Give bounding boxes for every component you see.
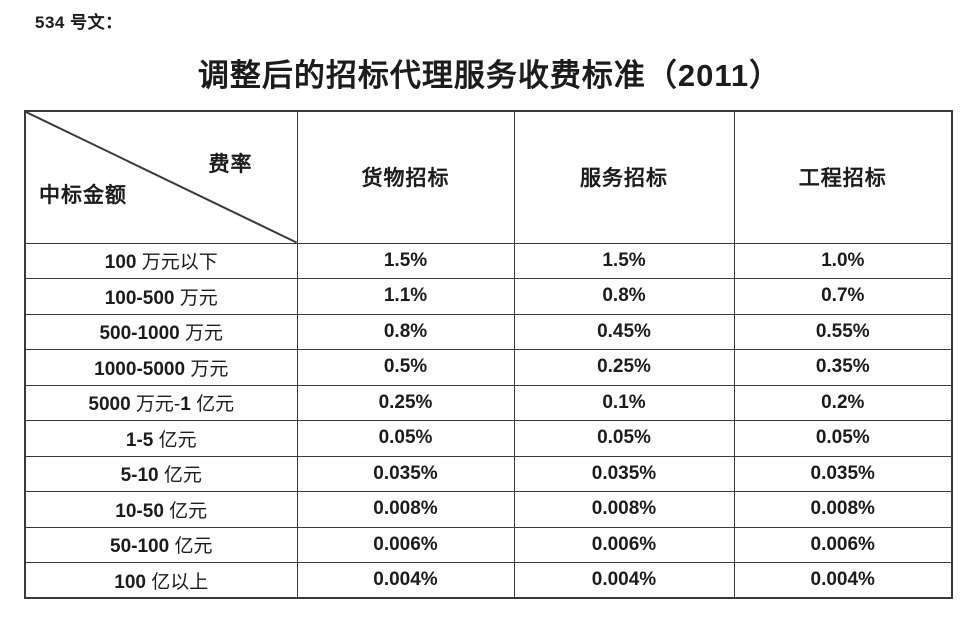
- amount-cell: 500-1000 万元: [24, 313, 298, 350]
- table-row: 1000-5000 万元 0.5% 0.25% 0.35%: [24, 349, 953, 386]
- rate-cell-services: 1.5%: [513, 242, 735, 279]
- rate-cell-goods: 1.5%: [296, 242, 515, 279]
- header-row: 费率 中标金额 货物招标 服务招标 工程招标: [24, 110, 953, 244]
- column-header-engineering: 工程招标: [733, 110, 953, 244]
- rate-cell-engineering: 0.004%: [733, 562, 953, 599]
- rate-cell-engineering: 0.05%: [733, 420, 953, 457]
- table-row: 100-500 万元 1.1% 0.8% 0.7%: [24, 278, 953, 315]
- rate-cell-services: 0.006%: [513, 526, 735, 563]
- rate-cell-goods: 0.006%: [296, 526, 515, 563]
- rate-cell-engineering: 0.008%: [733, 491, 953, 528]
- table-row: 50-100 亿元 0.006% 0.006% 0.006%: [24, 526, 953, 563]
- amount-cell: 1-5 亿元: [24, 420, 298, 457]
- table-row: 500-1000 万元 0.8% 0.45% 0.55%: [24, 313, 953, 350]
- column-header-goods: 货物招标: [296, 110, 515, 244]
- amount-cell: 100 亿以上: [24, 562, 298, 599]
- amount-cell: 100 万元以下: [24, 242, 298, 279]
- page-title: 调整后的招标代理服务收费标准（2011）: [197, 58, 782, 93]
- rate-cell-services: 0.45%: [513, 313, 735, 350]
- table-row: 100 万元以下 1.5% 1.5% 1.0%: [24, 242, 953, 279]
- rate-cell-services: 0.004%: [513, 562, 735, 599]
- rate-cell-services: 0.008%: [513, 491, 735, 528]
- rate-cell-goods: 0.5%: [296, 349, 515, 386]
- rate-cell-services: 0.05%: [513, 420, 735, 457]
- rate-cell-goods: 0.035%: [296, 455, 515, 492]
- rate-cell-engineering: 1.0%: [733, 242, 953, 279]
- rate-cell-services: 0.1%: [513, 384, 735, 421]
- rate-cell-engineering: 0.35%: [733, 349, 953, 386]
- table-row: 1-5 亿元 0.05% 0.05% 0.05%: [24, 420, 953, 457]
- amount-cell: 5000 万元-1 亿元: [24, 384, 298, 421]
- rate-cell-goods: 0.8%: [296, 313, 515, 350]
- rate-cell-engineering: 0.55%: [733, 313, 953, 350]
- rate-cell-services: 0.8%: [513, 278, 735, 315]
- rate-cell-goods: 1.1%: [296, 278, 515, 315]
- corner-label-rate: 费率: [208, 152, 253, 176]
- rate-cell-engineering: 0.7%: [733, 278, 953, 315]
- amount-cell: 5-10 亿元: [24, 455, 298, 492]
- table-row: 100 亿以上 0.004% 0.004% 0.004%: [24, 562, 953, 599]
- diagonal-divider-line: [26, 112, 296, 242]
- rate-cell-goods: 0.004%: [296, 562, 515, 599]
- column-header-services: 服务招标: [513, 110, 735, 244]
- rate-cell-engineering: 0.2%: [733, 384, 953, 421]
- table-row: 5000 万元-1 亿元 0.25% 0.1% 0.2%: [24, 384, 953, 421]
- rate-cell-goods: 0.008%: [296, 491, 515, 528]
- amount-cell: 1000-5000 万元: [24, 349, 298, 386]
- amount-cell: 100-500 万元: [24, 278, 298, 315]
- rate-cell-goods: 0.25%: [296, 384, 515, 421]
- rate-cell-goods: 0.05%: [296, 420, 515, 457]
- table-row: 10-50 亿元 0.008% 0.008% 0.008%: [24, 491, 953, 528]
- amount-cell: 10-50 亿元: [24, 491, 298, 528]
- amount-cell: 50-100 亿元: [24, 526, 298, 563]
- table-row: 5-10 亿元 0.035% 0.035% 0.035%: [24, 455, 953, 492]
- rate-cell-engineering: 0.035%: [733, 455, 953, 492]
- rate-cell-services: 0.035%: [513, 455, 735, 492]
- table-corner-cell: 费率 中标金额: [24, 110, 298, 244]
- doc-number-label: 534 号文：: [35, 13, 123, 32]
- fee-rate-table: 费率 中标金额 货物招标 服务招标 工程招标 100 万元以下 1.5% 1.5…: [24, 110, 953, 599]
- rate-cell-services: 0.25%: [513, 349, 735, 386]
- rate-cell-engineering: 0.006%: [733, 526, 953, 563]
- corner-label-amount: 中标金额: [39, 182, 127, 207]
